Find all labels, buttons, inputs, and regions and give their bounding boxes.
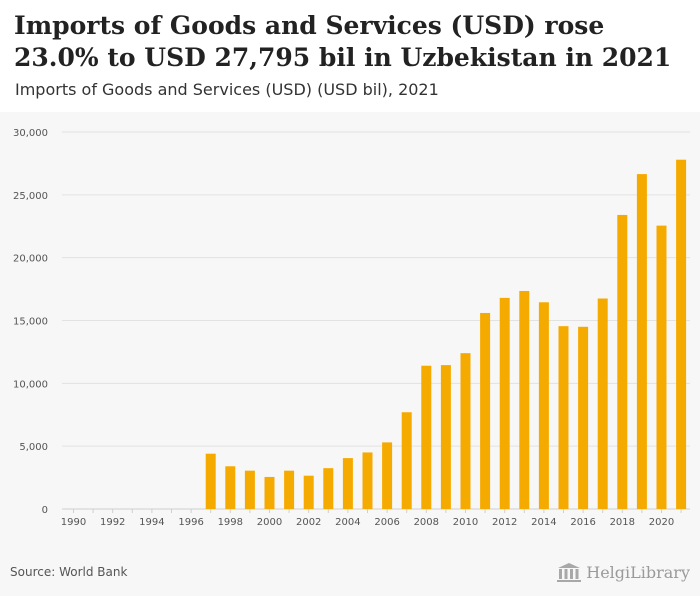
bar-2011[interactable] [480, 312, 491, 509]
source-text: Source: World Bank [10, 565, 128, 579]
x-tick-label: 2014 [531, 517, 556, 528]
x-tick-label: 1992 [100, 517, 125, 528]
x-tick-label: 1996 [178, 517, 203, 528]
bar-1998[interactable] [225, 466, 236, 509]
bar-2008[interactable] [421, 365, 432, 509]
bar-chart: 0 5,000 10,000 15,000 20,000 25,000 30,000 1990… [13, 128, 690, 528]
x-tick-label: 2000 [257, 517, 282, 528]
x-tick-label: 1990 [61, 517, 86, 528]
x-tick-label: 2020 [649, 517, 674, 528]
y-tick-label: 0 [42, 505, 48, 516]
x-tick-label: 2018 [610, 517, 635, 528]
bar-2001[interactable] [284, 470, 295, 509]
bar-2007[interactable] [401, 412, 412, 509]
x-tick-label: 1998 [218, 517, 243, 528]
x-tick-label: 2010 [453, 517, 478, 528]
bar-2002[interactable] [303, 475, 314, 509]
bar-2018[interactable] [617, 214, 628, 509]
bar-2004[interactable] [342, 458, 353, 509]
footer: Source: World Bank HelgiLibrary [0, 548, 700, 596]
x-tick-label: 2012 [492, 517, 517, 528]
helgi-library-logo[interactable]: HelgiLibrary [556, 561, 690, 583]
bar-2000[interactable] [264, 476, 275, 509]
bar-2016[interactable] [578, 326, 589, 509]
chart-area: 0 5,000 10,000 15,000 20,000 25,000 30,000 1990… [0, 112, 700, 548]
y-tick-label: 15,000 [13, 317, 48, 328]
chart-subtitle: Imports of Goods and Services (USD) (USD… [15, 80, 439, 99]
x-tick-label: 2002 [296, 517, 321, 528]
bar-2014[interactable] [538, 302, 549, 509]
x-tick-label: 1994 [139, 517, 164, 528]
bar-1999[interactable] [244, 470, 255, 509]
bar-2017[interactable] [597, 298, 608, 509]
bar-2006[interactable] [382, 442, 393, 509]
bar-2021[interactable] [676, 159, 687, 509]
bar-2013[interactable] [519, 290, 530, 509]
bar-2015[interactable] [558, 326, 569, 509]
bar-2020[interactable] [656, 225, 667, 509]
bar-2010[interactable] [460, 353, 471, 509]
y-tick-label: 30,000 [13, 128, 48, 139]
chart-title: Imports of Goods and Services (USD) rose… [14, 11, 672, 72]
header: Imports of Goods and Services (USD) rose… [0, 0, 700, 112]
y-tick-label: 25,000 [13, 191, 48, 202]
x-tick-label: 2016 [570, 517, 595, 528]
bar-2019[interactable] [636, 174, 647, 509]
bar-2009[interactable] [440, 365, 451, 509]
y-tick-label: 5,000 [19, 442, 48, 453]
library-columns-icon [557, 563, 582, 582]
bar-2012[interactable] [499, 297, 510, 509]
bar-1997[interactable] [205, 453, 216, 509]
bar-2003[interactable] [323, 468, 334, 509]
logo-text: HelgiLibrary [586, 562, 690, 582]
bar-2005[interactable] [362, 452, 373, 509]
x-tick-label: 2004 [335, 517, 360, 528]
y-tick-label: 20,000 [13, 254, 48, 265]
x-tick-label: 2008 [414, 517, 439, 528]
y-tick-label: 10,000 [13, 379, 48, 390]
x-tick-label: 2006 [374, 517, 399, 528]
